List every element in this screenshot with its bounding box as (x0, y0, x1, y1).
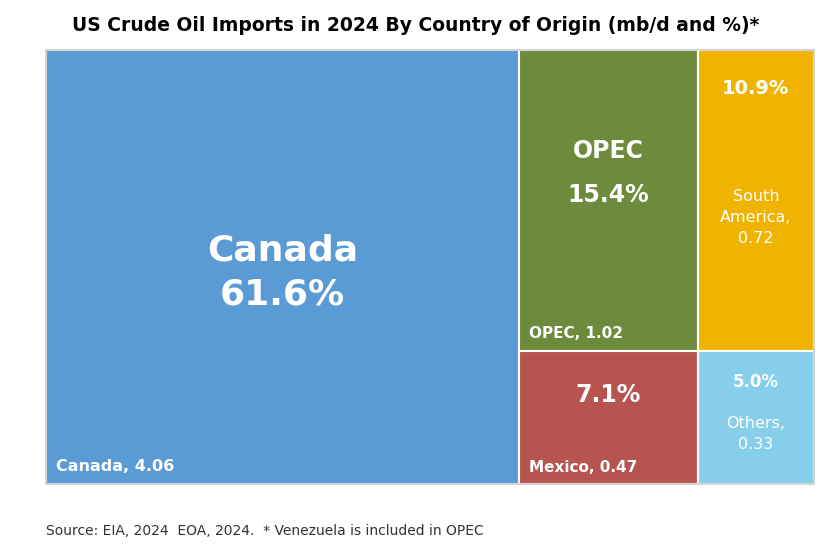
Text: Mexico, 0.47: Mexico, 0.47 (529, 460, 637, 475)
Text: 5.0%: 5.0% (733, 373, 779, 391)
Text: Source: EIA, 2024  EOA, 2024.  * Venezuela is included in OPEC: Source: EIA, 2024 EOA, 2024. * Venezuela… (46, 524, 484, 538)
Text: OPEC, 1.02: OPEC, 1.02 (529, 326, 623, 341)
Text: 61.6%: 61.6% (220, 277, 345, 312)
Text: US Crude Oil Imports in 2024 By Country of Origin (mb/d and %)*: US Crude Oil Imports in 2024 By Country … (71, 16, 760, 34)
Bar (46, 50, 519, 484)
Text: 7.1%: 7.1% (576, 383, 641, 408)
Text: 15.4%: 15.4% (568, 183, 649, 207)
Text: 10.9%: 10.9% (722, 80, 789, 98)
Text: Canada, 4.06: Canada, 4.06 (56, 459, 174, 474)
Bar (697, 50, 814, 351)
Bar (519, 351, 697, 484)
Bar (46, 50, 814, 484)
Text: Canada: Canada (207, 233, 358, 267)
Text: Others,
0.33: Others, 0.33 (726, 416, 785, 452)
Text: South
America,
0.72: South America, 0.72 (720, 189, 792, 246)
Bar (519, 50, 697, 351)
Text: OPEC: OPEC (573, 138, 644, 163)
Bar (697, 351, 814, 484)
